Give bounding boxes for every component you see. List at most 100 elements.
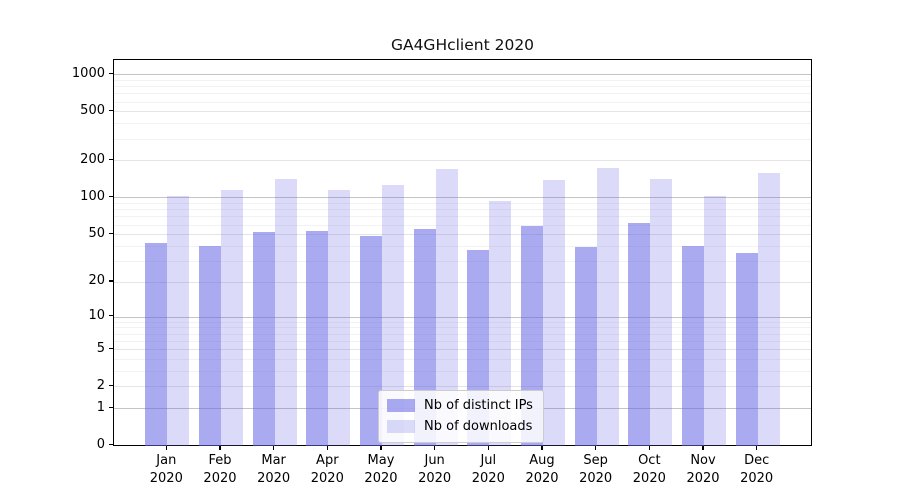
y-tick-mark bbox=[109, 315, 113, 317]
x-tick-label-may: May 2020 bbox=[349, 452, 413, 487]
x-tick-mark bbox=[756, 446, 758, 450]
x-tick-mark bbox=[648, 446, 651, 450]
minor-gridline bbox=[114, 224, 811, 226]
bar-nb-of-downloads-nov bbox=[704, 195, 726, 446]
y-tick-label: 2 bbox=[96, 377, 105, 393]
x-tick-year: 2020 bbox=[579, 470, 613, 486]
bar-nb-of-distinct-ips-apr bbox=[306, 231, 329, 446]
x-tick-mark bbox=[219, 446, 221, 450]
y-tick-label: 100 bbox=[80, 188, 105, 204]
bar-nb-of-downloads-jan bbox=[167, 196, 190, 446]
x-tick-year: 2020 bbox=[471, 470, 505, 486]
x-tick-month: Jun bbox=[424, 453, 445, 468]
major-gridline bbox=[114, 160, 811, 162]
legend-swatch-distinct-ips bbox=[387, 399, 415, 412]
x-tick-label-nov: Nov 2020 bbox=[671, 452, 735, 487]
bar-nb-of-distinct-ips-dec bbox=[735, 252, 758, 446]
x-tick-month: Mar bbox=[261, 453, 286, 468]
legend-item-downloads: Nb of downloads bbox=[387, 417, 533, 436]
bar-nb-of-downloads-jun bbox=[435, 168, 458, 446]
minor-gridline bbox=[114, 93, 811, 95]
y-tick-label: 1000 bbox=[71, 65, 105, 81]
minor-gridline bbox=[114, 327, 811, 329]
y-tick-mark bbox=[109, 406, 113, 409]
bar-nb-of-distinct-ips-feb bbox=[198, 245, 221, 446]
bar-nb-of-distinct-ips-mar bbox=[252, 232, 275, 446]
y-tick-mark bbox=[109, 347, 113, 349]
x-tick-year: 2020 bbox=[740, 470, 774, 486]
decade-gridline bbox=[114, 197, 811, 199]
minor-gridline bbox=[114, 260, 811, 262]
y-tick-mark bbox=[109, 195, 113, 198]
x-tick-month: Aug bbox=[529, 453, 555, 468]
major-gridline bbox=[114, 234, 811, 236]
x-tick-month: Dec bbox=[744, 453, 770, 468]
plot-area bbox=[113, 59, 812, 446]
x-tick-year: 2020 bbox=[525, 470, 559, 486]
minor-gridline bbox=[114, 358, 811, 360]
y-tick-mark bbox=[109, 384, 113, 387]
x-tick-year: 2020 bbox=[203, 470, 237, 486]
y-tick-label: 200 bbox=[80, 151, 105, 167]
major-gridline bbox=[114, 349, 811, 351]
bar-nb-of-downloads-aug bbox=[542, 180, 565, 446]
minor-gridline bbox=[114, 370, 811, 372]
legend-item-distinct-ips: Nb of distinct IPs bbox=[387, 396, 533, 415]
x-tick-month: Nov bbox=[690, 453, 716, 468]
bar-nb-of-downloads-dec bbox=[757, 173, 780, 446]
x-tick-label-jun: Jun 2020 bbox=[403, 452, 467, 487]
minor-gridline bbox=[114, 86, 811, 88]
y-tick-label: 10 bbox=[88, 308, 105, 324]
x-tick-mark bbox=[273, 446, 275, 450]
x-tick-label-aug: Aug 2020 bbox=[510, 452, 574, 487]
minor-gridline bbox=[114, 79, 811, 81]
y-tick-mark bbox=[109, 280, 113, 282]
x-tick-mark bbox=[380, 446, 382, 450]
bar-nb-of-distinct-ips-oct bbox=[628, 222, 651, 446]
chart-title: GA4GHclient 2020 bbox=[390, 36, 535, 54]
y-tick-label: 50 bbox=[88, 225, 105, 241]
minor-gridline bbox=[114, 203, 811, 204]
y-tick-label: 0 bbox=[96, 437, 105, 452]
bar-nb-of-downloads-may bbox=[381, 184, 404, 446]
y-tick-label: 500 bbox=[80, 102, 105, 118]
bar-nb-of-downloads-mar bbox=[274, 179, 297, 446]
major-gridline bbox=[114, 281, 811, 283]
y-tick-mark bbox=[109, 158, 113, 161]
bar-nb-of-downloads-oct bbox=[650, 179, 673, 446]
x-tick-mark bbox=[165, 446, 167, 450]
x-tick-label-apr: Apr 2020 bbox=[295, 452, 359, 487]
x-tick-mark bbox=[541, 446, 543, 450]
legend-label-downloads: Nb of downloads bbox=[424, 419, 533, 434]
y-tick-mark bbox=[109, 232, 113, 234]
minor-gridline bbox=[114, 245, 811, 247]
x-tick-label-jan: Jan 2020 bbox=[134, 452, 198, 487]
y-tick-label: 5 bbox=[96, 340, 105, 356]
major-gridline bbox=[114, 386, 811, 388]
bar-nb-of-downloads-apr bbox=[328, 190, 351, 446]
y-tick-mark bbox=[109, 72, 113, 74]
bar-nb-of-distinct-ips-may bbox=[359, 236, 382, 446]
bar-nb-of-distinct-ips-nov bbox=[682, 245, 704, 446]
minor-gridline bbox=[114, 321, 811, 323]
legend-label-distinct-ips: Nb of distinct IPs bbox=[424, 398, 533, 413]
x-tick-month: Feb bbox=[208, 453, 232, 468]
bar-nb-of-downloads-feb bbox=[220, 190, 243, 446]
decade-gridline bbox=[114, 316, 811, 318]
bar-nb-of-distinct-ips-sep bbox=[574, 247, 597, 446]
minor-gridline bbox=[114, 123, 811, 125]
bar-nb-of-downloads-sep bbox=[596, 167, 619, 446]
y-tick-mark bbox=[109, 444, 113, 446]
x-tick-mark bbox=[434, 446, 436, 450]
x-tick-mark bbox=[595, 446, 597, 450]
x-tick-mark bbox=[487, 446, 490, 450]
legend-swatch-downloads bbox=[387, 420, 415, 433]
x-tick-label-feb: Feb 2020 bbox=[188, 452, 252, 487]
x-tick-month: Jan bbox=[156, 453, 177, 468]
legend: Nb of distinct IPs Nb of downloads bbox=[378, 390, 544, 443]
bar-nb-of-downloads-jul bbox=[489, 201, 512, 446]
minor-gridline bbox=[114, 340, 811, 342]
x-tick-year: 2020 bbox=[364, 470, 398, 486]
minor-gridline bbox=[114, 333, 811, 335]
